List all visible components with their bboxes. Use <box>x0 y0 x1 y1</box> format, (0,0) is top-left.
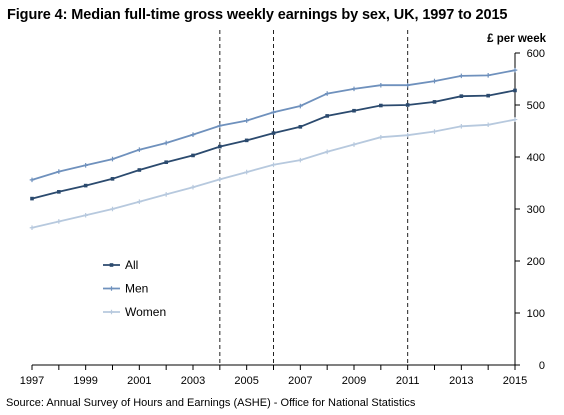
data-point-all <box>164 160 168 164</box>
data-point-women <box>217 177 223 182</box>
x-tick-label: 2005 <box>234 375 258 387</box>
data-point-women <box>485 122 491 128</box>
data-point-women <box>405 132 410 138</box>
data-point-men <box>324 91 330 96</box>
data-point-men <box>244 118 249 123</box>
data-point-women <box>163 192 169 197</box>
data-point-men <box>110 156 115 162</box>
chart-title: Figure 4: Median full-time gross weekly … <box>7 7 508 23</box>
data-point-women <box>271 162 276 168</box>
data-point-men <box>163 140 169 146</box>
y-tick-label: 400 <box>527 152 545 164</box>
x-tick-label: 1999 <box>73 375 97 387</box>
data-point-women <box>110 206 115 212</box>
data-point-women <box>351 142 357 147</box>
data-point-all <box>352 108 356 113</box>
data-point-women <box>29 225 35 231</box>
series-group <box>29 67 518 231</box>
y-tick-label: 600 <box>527 48 545 60</box>
y-tick-label: 500 <box>527 100 545 112</box>
reference-lines <box>219 30 409 365</box>
y-tick-label: 300 <box>527 204 545 216</box>
data-point-women <box>244 169 249 175</box>
x-tick-label: 2013 <box>449 375 473 387</box>
legend-marker-women <box>109 309 114 315</box>
legend-marker-men <box>109 286 114 291</box>
data-point-all <box>57 190 61 194</box>
x-axis-ticks: 1997 1999 2001 2003 2005 2007 2009 2011 2013 2015 <box>20 365 527 387</box>
data-point-men <box>432 78 437 84</box>
x-tick-label: 2015 <box>503 375 527 387</box>
data-point-men <box>512 67 518 73</box>
data-point-all <box>379 103 383 108</box>
data-point-men <box>137 147 142 153</box>
data-point-women <box>432 129 437 134</box>
data-point-all <box>191 153 195 158</box>
data-point-all <box>83 183 88 188</box>
data-point-women <box>137 199 142 205</box>
data-point-women <box>56 219 62 224</box>
data-point-all <box>110 177 115 181</box>
data-point-all <box>137 168 142 172</box>
y-tick-label: 0 <box>539 360 545 372</box>
y-axis-ticks: 0 100 200 300 400 500 600 <box>515 48 545 372</box>
y-tick-label: 100 <box>527 308 545 320</box>
data-point-women <box>324 149 330 155</box>
y-tick-label: 200 <box>527 256 545 268</box>
data-point-men <box>485 73 491 78</box>
data-point-all <box>325 114 329 118</box>
data-point-all <box>30 196 34 201</box>
data-point-all <box>513 88 517 93</box>
y-axis-unit-label: £ per week <box>487 33 546 45</box>
data-point-all <box>405 103 410 107</box>
data-point-women <box>298 157 303 163</box>
data-point-all <box>271 131 276 135</box>
data-point-men <box>271 109 276 115</box>
data-point-women <box>83 212 88 218</box>
data-point-all <box>459 94 464 98</box>
x-tick-label: 2009 <box>342 375 366 387</box>
x-tick-label: 2007 <box>288 375 312 387</box>
data-point-all <box>486 93 490 98</box>
data-point-men <box>459 73 464 79</box>
x-tick-label: 2003 <box>181 375 205 387</box>
data-point-all <box>244 138 249 143</box>
data-point-men <box>29 177 35 183</box>
data-point-men <box>378 82 384 88</box>
data-point-men <box>56 169 62 174</box>
data-point-men <box>351 86 357 92</box>
data-point-women <box>459 124 464 129</box>
legend-label-men: Men <box>125 282 148 296</box>
data-point-men <box>405 82 410 88</box>
data-point-men <box>83 163 88 168</box>
data-point-all <box>218 144 222 149</box>
data-point-men <box>217 123 223 129</box>
source-note: Source: Annual Survey of Hours and Earni… <box>6 397 416 409</box>
x-tick-label: 2011 <box>396 375 420 387</box>
legend-marker-all <box>109 263 114 267</box>
legend-label-all: All <box>125 258 138 272</box>
data-point-men <box>298 103 303 109</box>
legend: All Men Women <box>103 258 166 319</box>
data-point-men <box>190 132 196 137</box>
legend-label-women: Women <box>125 305 166 319</box>
x-tick-label: 1997 <box>20 375 44 387</box>
data-point-all <box>298 125 303 129</box>
x-tick-label: 2001 <box>127 375 151 387</box>
data-point-all <box>432 100 437 104</box>
data-point-women <box>512 117 518 122</box>
data-point-women <box>190 184 196 190</box>
data-point-women <box>378 134 384 140</box>
